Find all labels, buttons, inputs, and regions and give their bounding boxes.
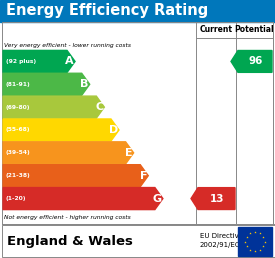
Bar	[2, 22, 273, 224]
Text: F: F	[140, 171, 147, 181]
Text: Very energy efficient - lower running costs: Very energy efficient - lower running co…	[4, 43, 131, 47]
Text: (69-80): (69-80)	[6, 105, 31, 110]
Polygon shape	[3, 96, 104, 118]
Text: D: D	[109, 125, 118, 135]
Text: (92 plus): (92 plus)	[6, 59, 36, 64]
Text: 96: 96	[249, 57, 263, 66]
Bar	[0, 0, 275, 22]
Text: G: G	[153, 194, 162, 204]
Text: 2002/91/EC: 2002/91/EC	[200, 243, 241, 248]
Text: (55-68): (55-68)	[6, 127, 31, 133]
Polygon shape	[3, 142, 134, 164]
Text: C: C	[95, 102, 103, 112]
Polygon shape	[3, 119, 119, 141]
Text: Potential: Potential	[235, 26, 274, 35]
Text: (39-54): (39-54)	[6, 150, 31, 155]
Polygon shape	[3, 188, 163, 209]
Bar	[238, 227, 272, 256]
Bar	[0, 224, 275, 258]
Text: Current: Current	[199, 26, 232, 35]
Text: E: E	[125, 148, 133, 158]
Text: (21-38): (21-38)	[6, 173, 31, 178]
Polygon shape	[3, 50, 75, 72]
Text: 13: 13	[210, 194, 225, 204]
Text: B: B	[80, 79, 89, 89]
Bar	[2, 225, 275, 257]
Text: Energy Efficiency Rating: Energy Efficiency Rating	[6, 4, 208, 19]
Text: A: A	[65, 57, 74, 66]
Text: Not energy efficient - higher running costs: Not energy efficient - higher running co…	[4, 214, 131, 220]
Polygon shape	[3, 73, 90, 95]
Polygon shape	[191, 188, 235, 209]
Polygon shape	[231, 51, 272, 72]
Text: EU Directive: EU Directive	[200, 233, 243, 239]
Text: (81-91): (81-91)	[6, 82, 31, 87]
Polygon shape	[3, 165, 148, 187]
Text: (1-20): (1-20)	[6, 196, 26, 201]
Text: England & Wales: England & Wales	[7, 235, 133, 247]
